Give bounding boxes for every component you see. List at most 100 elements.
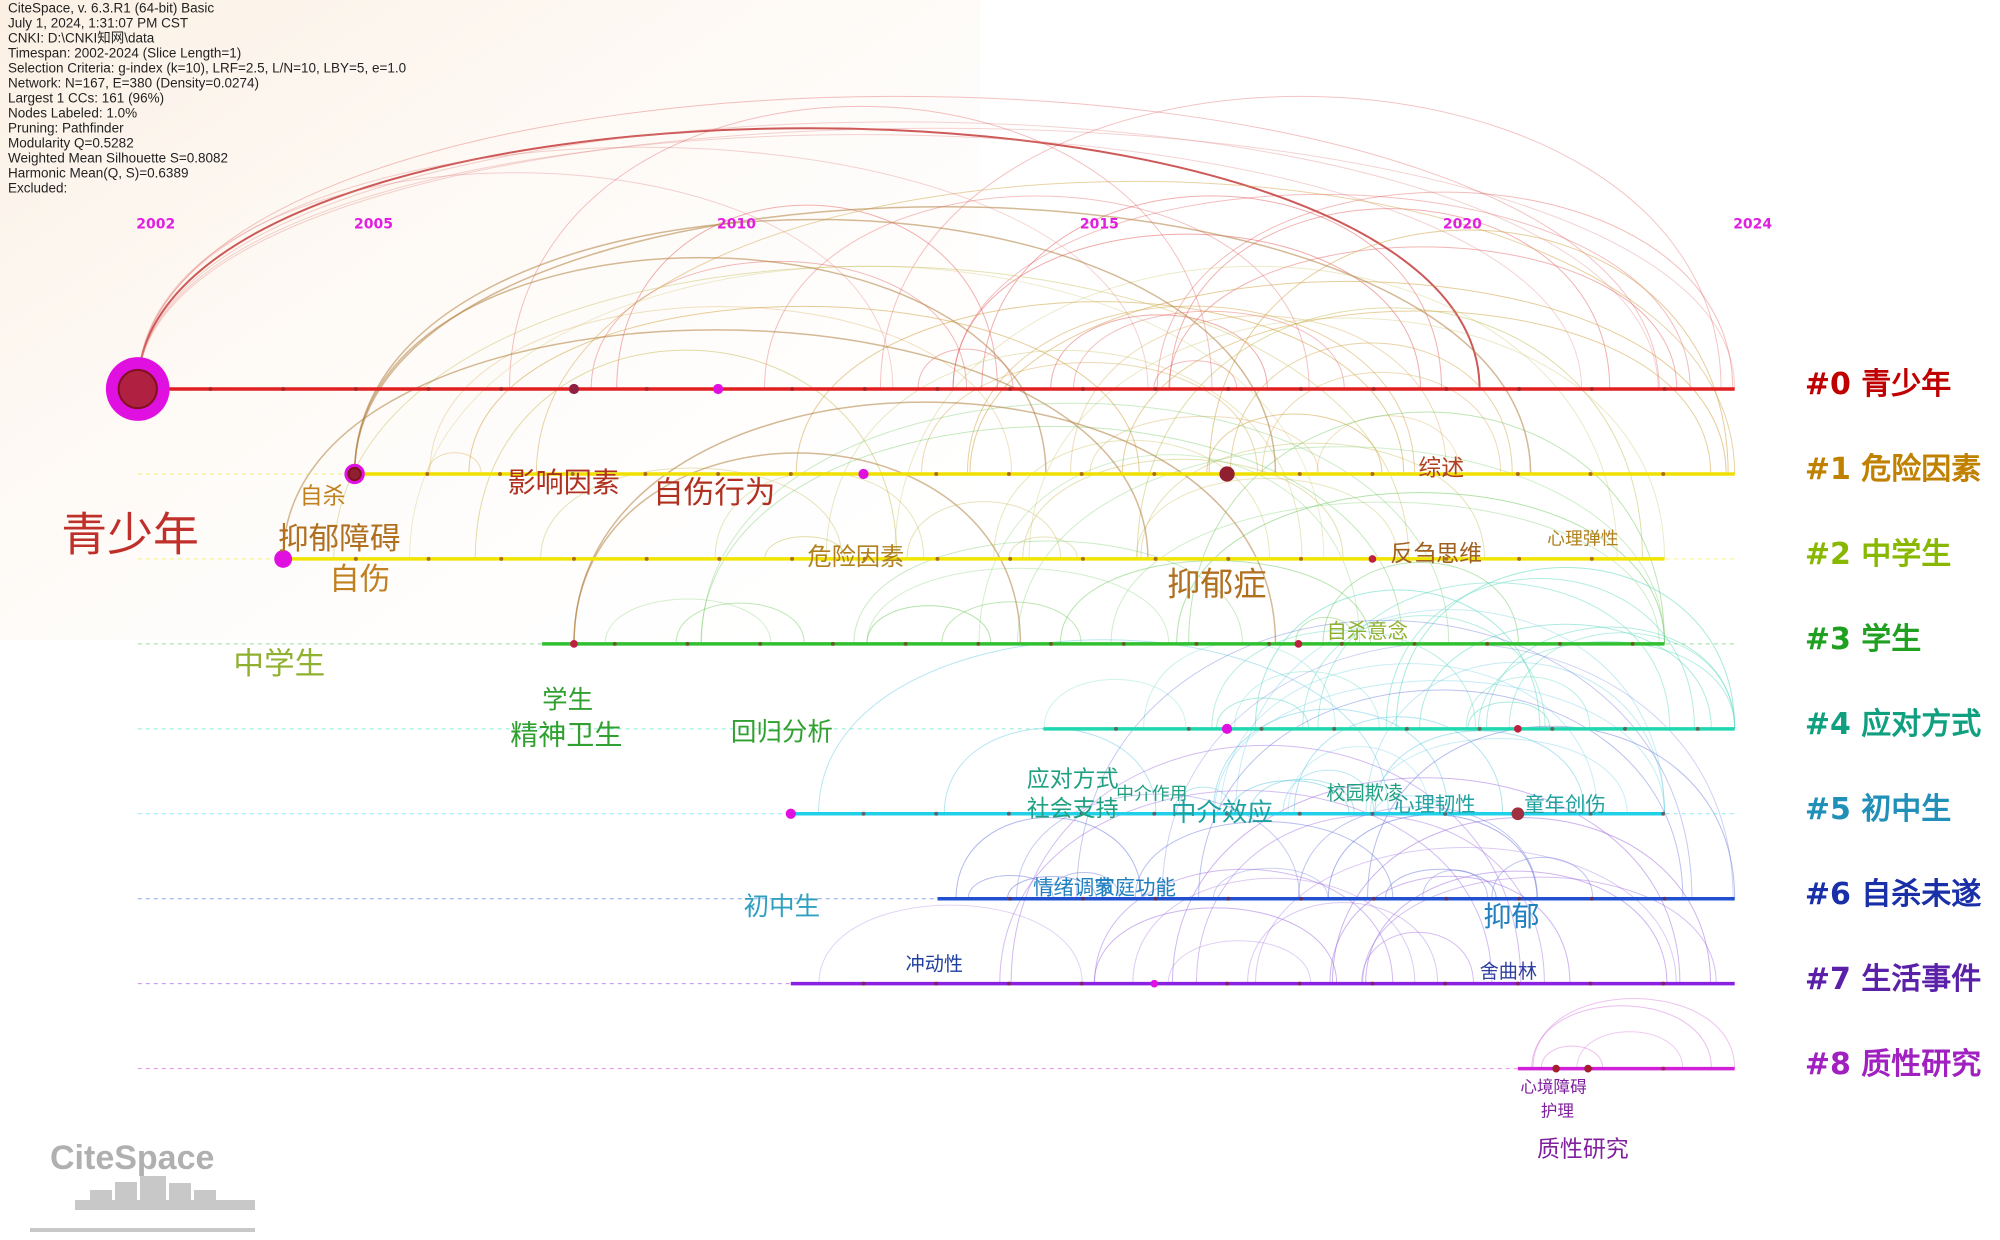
citation-arc (1235, 609, 1666, 814)
citation-arc (604, 598, 772, 644)
row-dot (1444, 556, 1449, 561)
node (1221, 723, 1233, 734)
citation-arc (1282, 769, 1375, 814)
row-dot (1412, 641, 1417, 646)
background-tint (0, 0, 980, 640)
node (274, 549, 293, 568)
row-dot (1477, 726, 1482, 731)
citation-arc (866, 567, 1170, 644)
info-line: Largest 1 CCs: 161 (96%) (8, 91, 164, 106)
row-dot (1080, 556, 1085, 561)
row-dot (1008, 387, 1013, 392)
info-line: CiteSpace, v. 6.3.R1 (64-bit) Basic (8, 1, 214, 16)
row-dot (1079, 811, 1084, 816)
citation-arc (509, 105, 1213, 390)
citation-arc (1073, 310, 1345, 390)
node (568, 383, 580, 395)
cluster-label: #1 危险因素 (1805, 452, 1981, 487)
row-dot (644, 556, 649, 561)
keyword-label: 质性研究 (1537, 1137, 1629, 1163)
row-dot (353, 556, 358, 561)
citation-arc (894, 265, 1618, 559)
cluster-label: #8 质性研究 (1805, 1047, 1981, 1082)
citation-arc (573, 401, 1277, 644)
row-dot (1371, 896, 1376, 901)
keyword-label: 抑郁 (1483, 900, 1539, 933)
node (1150, 979, 1159, 988)
row-dot (716, 471, 721, 476)
citation-arc (1327, 814, 1538, 899)
info-line: Pruning: Pathfinder (8, 121, 124, 136)
row-dot (1370, 471, 1375, 476)
row-dot (1515, 981, 1520, 986)
row-dot (1622, 726, 1627, 731)
citation-arc (1540, 1045, 1604, 1069)
year-label: 2010 (717, 216, 756, 232)
keyword-label: 心理弹性 (1547, 529, 1618, 550)
row-dot (353, 387, 358, 392)
citation-arc (1093, 907, 1338, 984)
info-line: CNKI: D:\CNKI知网\data (8, 30, 155, 46)
citation-arc (906, 501, 1062, 559)
row-dot (976, 641, 981, 646)
citation-arc (1247, 902, 1439, 984)
keyword-label: 综述 (1418, 455, 1464, 481)
row-dot (1226, 896, 1231, 901)
citation-arc (1317, 582, 1671, 729)
row-dot (644, 387, 649, 392)
timeline-rows (137, 387, 1735, 1071)
node (713, 383, 724, 395)
citation-arc (1008, 536, 1078, 559)
citation-arc (1365, 661, 1666, 814)
citation-arc (1206, 413, 1383, 474)
row-dot (1226, 556, 1231, 561)
citation-arc (1212, 708, 1449, 814)
citation-arc (1230, 780, 1350, 814)
row-dot (1297, 471, 1302, 476)
row-dot (571, 556, 576, 561)
citation-arc (137, 146, 1149, 390)
row-dot (1371, 387, 1376, 392)
row-dot (1661, 1066, 1666, 1071)
row-dot (935, 387, 940, 392)
citation-arc (1369, 737, 1628, 814)
node (570, 640, 578, 648)
citation-arc (282, 329, 1149, 559)
row-dot (1153, 556, 1158, 561)
citation-arc (1532, 998, 1736, 1069)
row-dot (1225, 811, 1230, 816)
citation-arc (353, 256, 1047, 474)
citation-arc (1491, 857, 1594, 899)
cluster-label: #0 青少年 (1805, 367, 1951, 402)
row-dot (1515, 471, 1520, 476)
citation-arc (590, 260, 967, 390)
row-dot (1339, 641, 1344, 646)
citation-arc (409, 265, 1325, 559)
row-dot (1588, 471, 1593, 476)
row-dot (758, 641, 763, 646)
row-dot (1332, 726, 1337, 731)
keyword-label: 青少年 (61, 507, 199, 561)
citation-arc (1173, 786, 1234, 814)
citation-arc (1134, 821, 1394, 899)
cluster-label: #7 生活事件 (1805, 962, 1981, 997)
citation-arc (700, 402, 1450, 644)
row-dot (935, 556, 940, 561)
cluster-label: #2 中学生 (1805, 537, 1951, 572)
cluster-label: #3 学生 (1805, 622, 1921, 657)
row-dot (1152, 471, 1157, 476)
citation-arc (1188, 411, 1666, 644)
row-dot (499, 387, 504, 392)
keyword-label: 情绪调节 (1033, 876, 1115, 900)
row-dot (1079, 981, 1084, 986)
citation-arc (136, 127, 1481, 390)
citation-arc (1234, 670, 1380, 729)
citation-arc (1361, 931, 1474, 984)
citation-arc (1022, 458, 1344, 559)
year-label: 2005 (354, 216, 393, 232)
keyword-label: 初中生 (744, 892, 821, 922)
citation-arc (427, 452, 482, 474)
citation-arc (952, 233, 1421, 390)
citation-arc (1531, 1005, 1712, 1069)
